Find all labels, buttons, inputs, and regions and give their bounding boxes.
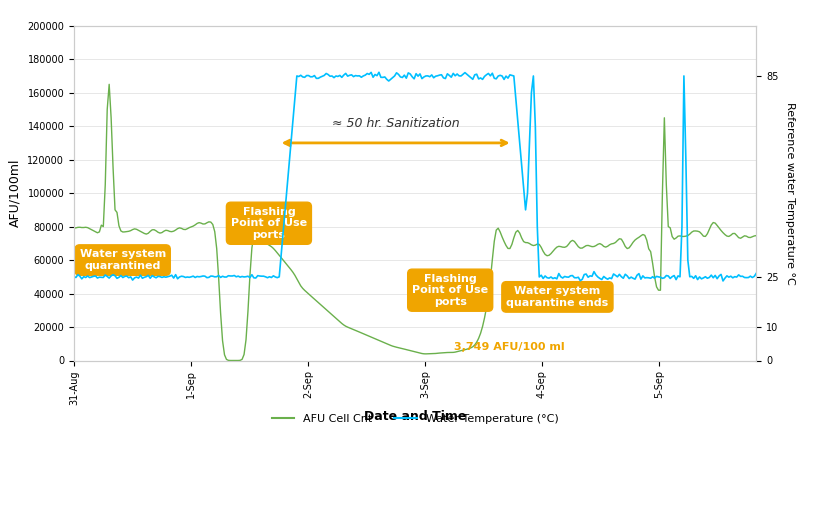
Text: 3,749 AFU/100 ml: 3,749 AFU/100 ml [454, 342, 565, 352]
Text: Flashing
Point of Use
ports: Flashing Point of Use ports [412, 273, 488, 307]
Y-axis label: AFU/100ml: AFU/100ml [9, 159, 22, 228]
Y-axis label: Reference water Temperature °C: Reference water Temperature °C [785, 102, 795, 284]
Text: Flashing
Point of Use
ports: Flashing Point of Use ports [231, 207, 307, 240]
Text: Water system
quarantine ends: Water system quarantine ends [506, 286, 608, 307]
Text: Figure 5. AFU per 100mL counts before and after a 50-hour heat sanitization.: Figure 5. AFU per 100mL counts before an… [78, 482, 744, 497]
Text: Water system
quarantined: Water system quarantined [80, 249, 166, 271]
X-axis label: Date and Time: Date and Time [364, 410, 466, 423]
Text: ≈ 50 hr. Sanitization: ≈ 50 hr. Sanitization [332, 116, 459, 129]
Legend: AFU Cell Cnt, Water Temperature (°C): AFU Cell Cnt, Water Temperature (°C) [267, 410, 563, 428]
